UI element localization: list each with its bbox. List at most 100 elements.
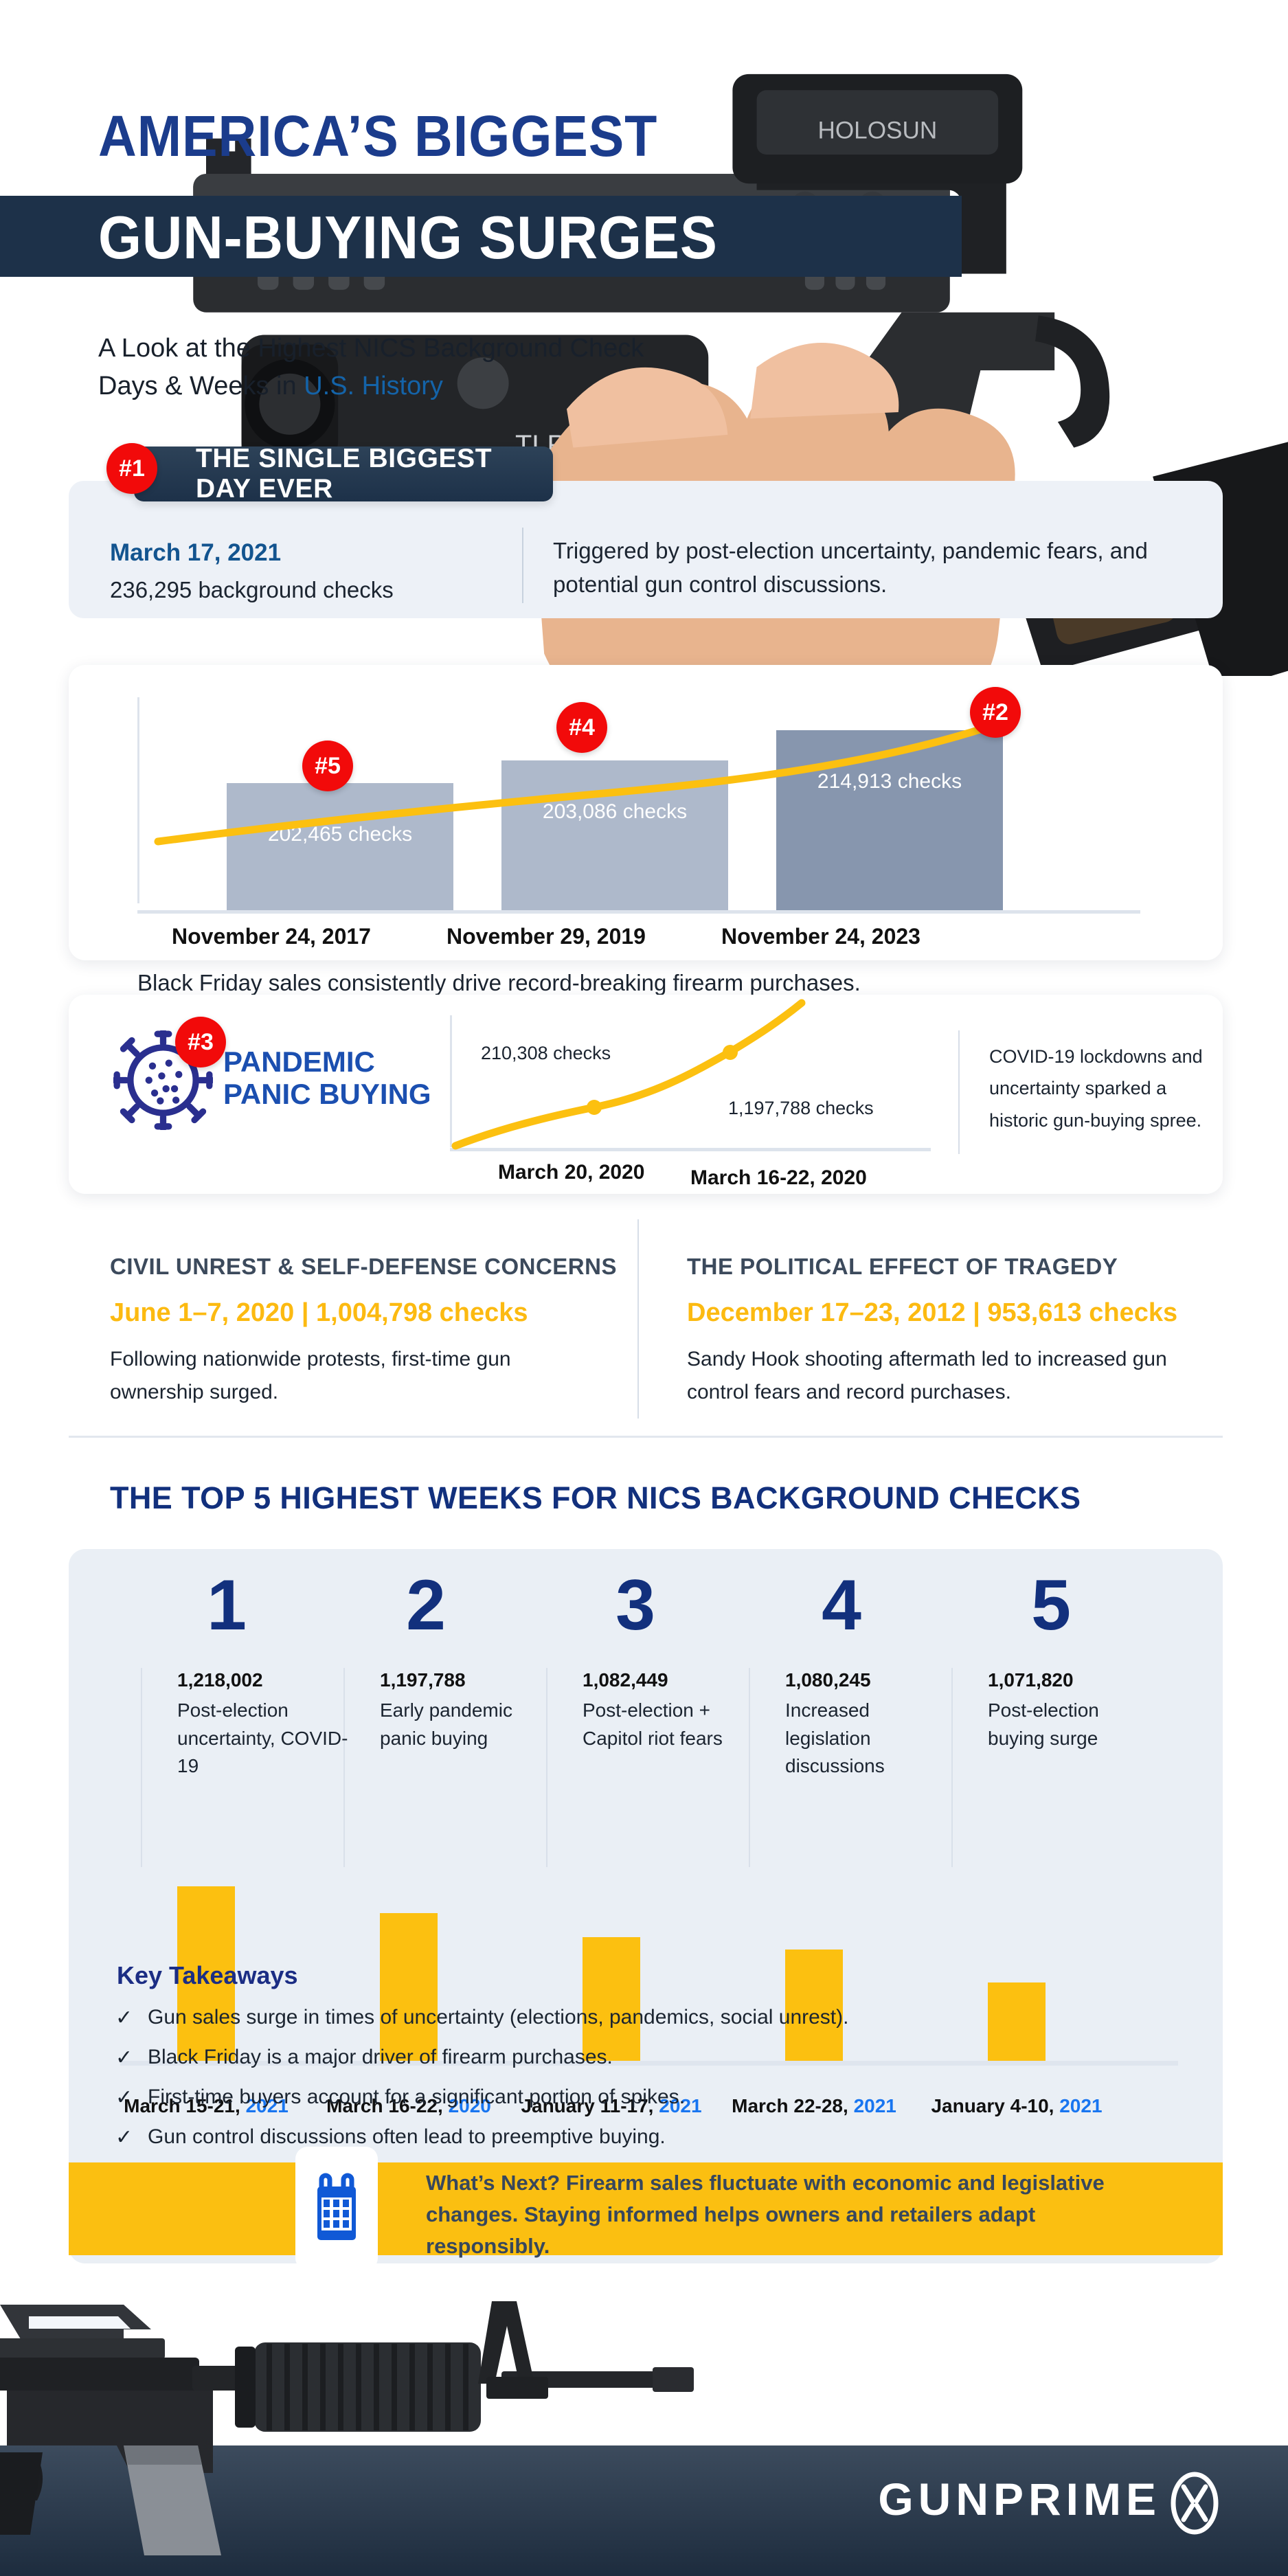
- top5-x-axis: [120, 2061, 1178, 2066]
- brand-wordmark: GUNPRIME: [878, 2474, 1161, 2524]
- hero-header: HOLOSUN TLR-1 HL AMERICA’S BIGGEST GUN-B…: [0, 0, 1288, 747]
- top5-bar-wrap-3: [583, 1814, 640, 2061]
- top5-bar-1: [177, 1886, 235, 2061]
- column-heading-civil-unrest: CIVIL UNREST & SELF-DEFENSE CONCERNS: [110, 1254, 617, 1279]
- black-friday-chart: 202,465 checks 203,086 checks 214,913 ch…: [137, 697, 1140, 914]
- check-icon: ✓: [115, 2126, 133, 2149]
- x-label-2019: November 29, 2019: [447, 924, 646, 949]
- column-separator: [546, 1668, 547, 1867]
- label-text: March 16-22,: [326, 2095, 443, 2116]
- label-text: March 22-28,: [732, 2095, 848, 2116]
- top5-x-label-5: January 4-10, 2021: [917, 2095, 1116, 2117]
- takeaway-item-2: Black Friday is a major driver of firear…: [148, 2046, 613, 2068]
- pandemic-note: COVID-19 lockdowns and uncertainty spark…: [989, 1046, 1203, 1131]
- rank-badge-5: #5: [302, 741, 353, 791]
- top5-rank-3: 3: [615, 1566, 655, 1645]
- rank-badge-2: #2: [970, 687, 1021, 738]
- bar-black-friday-2023: 214,913 checks: [776, 730, 1003, 910]
- top5-panel: [69, 1549, 1223, 2263]
- column-separator: [343, 1668, 345, 1867]
- bar-value-label: 214,913 checks: [817, 770, 962, 793]
- bar-value-label: 203,086 checks: [542, 800, 688, 823]
- top5-desc-2: Early pandemic panic buying: [380, 1699, 512, 1749]
- top5-value-4: 1,080,245: [785, 1669, 871, 1691]
- check-icon: ✓: [115, 2007, 133, 2029]
- column-stat-political-tragedy: December 17–23, 2012 | 953,613 checks: [687, 1298, 1178, 1327]
- takeaway-item-4: Gun control discussions often lead to pr…: [148, 2125, 666, 2148]
- top5-rank-2: 2: [406, 1566, 446, 1645]
- bar-value-label: 202,465 checks: [267, 823, 413, 846]
- gunprime-crosshair-logo-icon: [1171, 2472, 1219, 2535]
- top5-desc-5: Post-election buying surge: [988, 1699, 1099, 1749]
- top5-title: THE TOP 5 HIGHEST WEEKS FOR NICS BACKGRO…: [110, 1480, 1081, 1515]
- whats-next-text: What’s Next? Firearm sales fluctuate wit…: [426, 2171, 1105, 2258]
- column-body-civil-unrest: Following nationwide protests, first-tim…: [110, 1348, 511, 1403]
- top5-rank-5: 5: [1031, 1566, 1071, 1645]
- bar-black-friday-2017: 202,465 checks: [227, 783, 453, 910]
- column-separator: [141, 1668, 142, 1867]
- page-title-line-1: AMERICA’S BIGGEST: [98, 104, 658, 168]
- column-body-political-tragedy: Sandy Hook shooting aftermath led to inc…: [687, 1348, 1167, 1403]
- x-label-2023: November 24, 2023: [721, 924, 920, 949]
- check-icon: ✓: [115, 2046, 133, 2069]
- page-subtitle: A Look at the Highest NICS Background Ch…: [98, 330, 888, 405]
- divider: [958, 1030, 960, 1154]
- pandemic-value-2: 1,197,788 checks: [728, 1098, 874, 1118]
- biggest-day-date: March 17, 2021: [110, 539, 282, 566]
- rank-badge-3: #3: [175, 1017, 226, 1067]
- top5-value-2: 1,197,788: [380, 1669, 466, 1691]
- top5-value-3: 1,082,449: [583, 1669, 668, 1691]
- black-friday-caption: Black Friday sales consistently drive re…: [137, 970, 861, 995]
- top5-desc-3: Post-election + Capitol riot fears: [583, 1699, 723, 1749]
- pandemic-title-line-2: PANIC BUYING: [223, 1078, 431, 1111]
- top5-bar-2: [380, 1913, 438, 2061]
- top5-bar-5: [988, 1982, 1046, 2061]
- column-separator: [749, 1668, 750, 1867]
- rank-badge-4: #4: [556, 702, 607, 753]
- page-title-line-2: GUN-BUYING SURGES: [98, 203, 718, 271]
- biggest-day-card: [69, 481, 1223, 618]
- chart-y-axis: [450, 1015, 452, 1147]
- column-heading-political-tragedy: THE POLITICAL EFFECT OF TRAGEDY: [687, 1254, 1118, 1279]
- top5-desc-4: Increased legislation discussions: [785, 1699, 885, 1777]
- label-text: January 11-17,: [521, 2095, 654, 2116]
- calendar-icon: [317, 2173, 356, 2240]
- top5-x-label-3: January 11-17, 2021: [512, 2095, 711, 2117]
- top5-bar-wrap-4: [785, 1814, 843, 2061]
- rank-badge-1: #1: [106, 443, 157, 494]
- column-separator: [951, 1668, 953, 1867]
- chart-x-axis: [450, 1148, 931, 1151]
- top5-rank-4: 4: [822, 1566, 861, 1645]
- x-label-2017: November 24, 2017: [172, 924, 371, 949]
- takeaway-item-3: First-time buyers account for a signific…: [148, 2086, 685, 2108]
- whats-next-banner: [69, 2162, 1223, 2255]
- label-text: March 15-21,: [124, 2095, 240, 2116]
- key-takeaways-title: Key Takeaways: [117, 1961, 298, 1989]
- pandemic-trend-line: [451, 999, 806, 1150]
- biggest-day-checks: 236,295 background checks: [110, 577, 394, 602]
- label-year: 2021: [853, 2095, 896, 2116]
- section-ribbon-biggest-day: THE SINGLE BIGGEST DAY EVER: [134, 444, 553, 504]
- top5-desc-1: Post-election uncertainty, COVID-19: [177, 1699, 348, 1777]
- top5-bar-wrap-2: [380, 1814, 438, 2061]
- section-divider: [69, 1436, 1223, 1438]
- top5-x-label-2: March 16-22, 2020: [309, 2095, 508, 2117]
- label-year: 2021: [245, 2095, 289, 2116]
- chart-x-axis: [137, 910, 1140, 914]
- biggest-day-note: Triggered by post-election uncertainty, …: [553, 538, 1148, 597]
- column-stat-civil-unrest: June 1–7, 2020 | 1,004,798 checks: [110, 1298, 528, 1327]
- top5-x-label-4: March 22-28, 2021: [714, 2095, 914, 2117]
- pandemic-value-1: 210,308 checks: [481, 1043, 611, 1063]
- takeaway-item-1: Gun sales surge in times of uncertainty …: [148, 2006, 849, 2029]
- check-icon: ✓: [115, 2086, 133, 2109]
- top5-value-5: 1,071,820: [988, 1669, 1074, 1691]
- pandemic-chart: [450, 999, 931, 1151]
- divider: [637, 1219, 639, 1419]
- top5-bar-wrap-1: [177, 1814, 235, 2061]
- rifle-image: [0, 2301, 694, 2555]
- bar-black-friday-2019: 203,086 checks: [501, 760, 728, 910]
- top5-rank-1: 1: [207, 1566, 247, 1645]
- ribbon-label: THE SINGLE BIGGEST DAY EVER: [196, 444, 493, 504]
- subtitle-line-1: A Look at the Highest NICS Background Ch…: [98, 334, 644, 363]
- calendar-icon-box: [295, 2147, 378, 2270]
